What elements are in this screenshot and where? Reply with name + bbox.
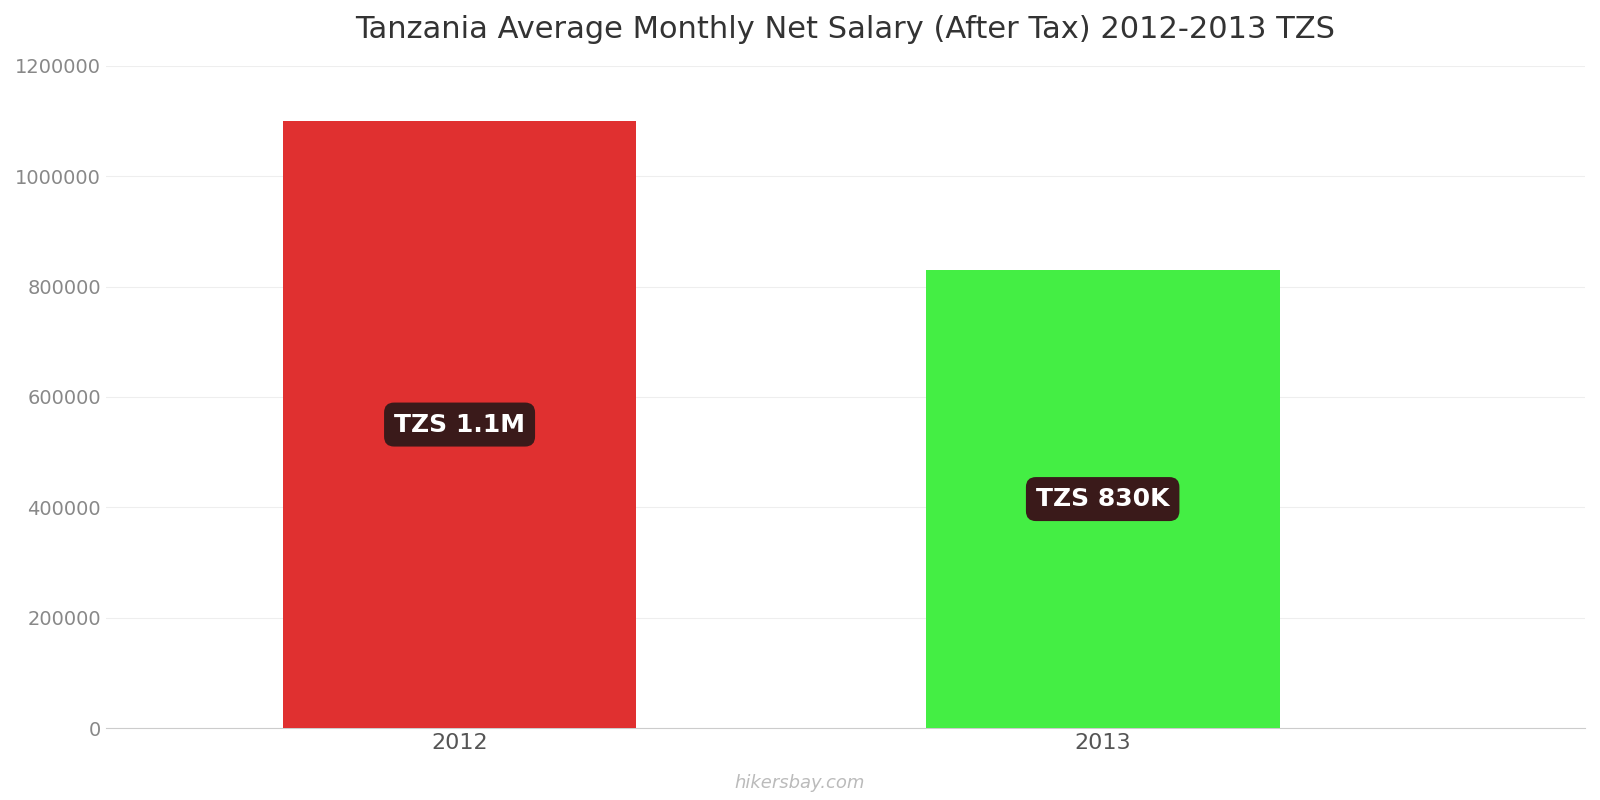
Text: TZS 1.1M: TZS 1.1M [394, 413, 525, 437]
Text: TZS 830K: TZS 830K [1035, 487, 1170, 511]
Bar [283, 121, 637, 728]
Title: Tanzania Average Monthly Net Salary (After Tax) 2012-2013 TZS: Tanzania Average Monthly Net Salary (Aft… [355, 15, 1336, 44]
Bar [926, 270, 1280, 728]
Text: hikersbay.com: hikersbay.com [734, 774, 866, 792]
